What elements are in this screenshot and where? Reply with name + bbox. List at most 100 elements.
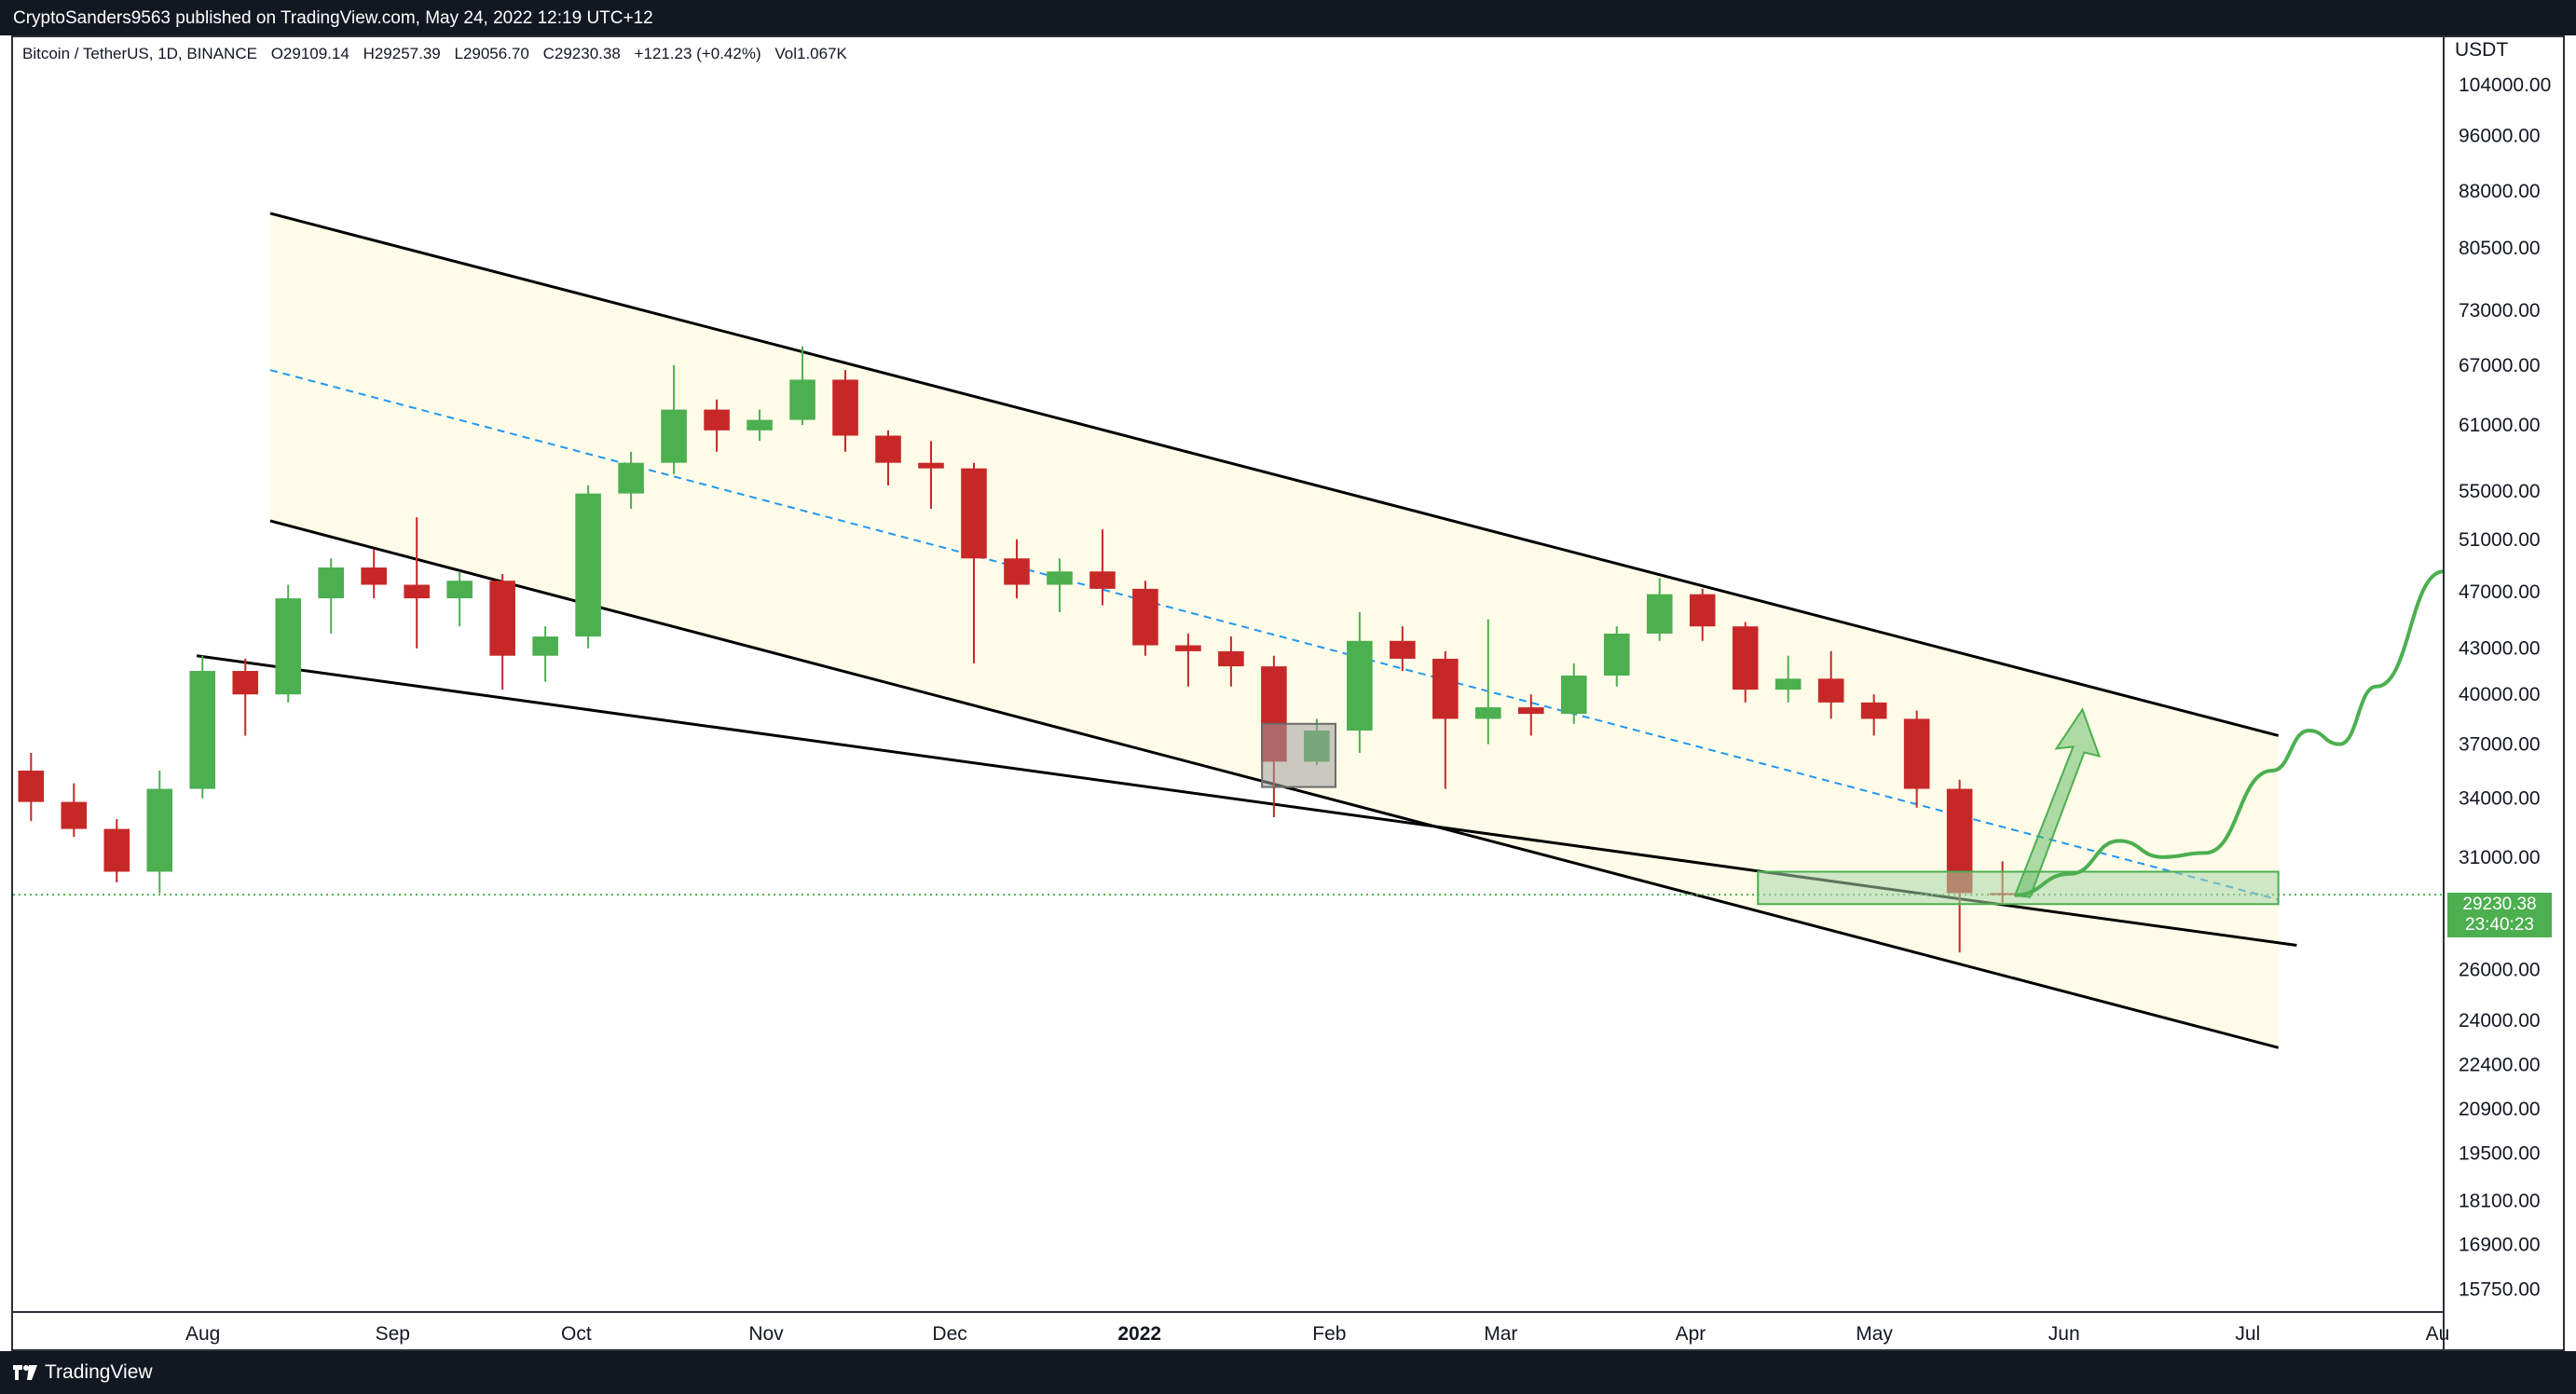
- time-tick-label: Feb: [1312, 1323, 1346, 1345]
- candle: [18, 752, 45, 822]
- candle: [532, 626, 558, 682]
- candle: [61, 783, 88, 838]
- price-tick-label: 31000.00: [2459, 847, 2541, 868]
- candle: [446, 571, 473, 627]
- candle: [1817, 650, 1844, 719]
- candle: [747, 409, 773, 442]
- candle: [1175, 633, 1201, 687]
- candle-body: [404, 584, 430, 599]
- candles-layer: [18, 346, 2016, 953]
- candle: [575, 485, 601, 649]
- candle: [1689, 588, 1716, 641]
- time-tick-label: Nov: [748, 1323, 784, 1345]
- candle-body: [618, 462, 644, 494]
- price-tick-label: 73000.00: [2459, 300, 2541, 321]
- price-tick-label: 20900.00: [2459, 1099, 2541, 1120]
- channel-upper-line: [269, 212, 2280, 737]
- candle: [361, 549, 387, 599]
- candle-body: [1432, 658, 1459, 719]
- candle-body: [1218, 650, 1244, 667]
- candle: [489, 574, 515, 690]
- candle-body: [1517, 707, 1544, 715]
- candle-body: [446, 581, 473, 599]
- candle-body: [1347, 640, 1373, 731]
- candle-body: [318, 567, 345, 599]
- high-value: H29257.39: [363, 45, 441, 62]
- candle-body: [1903, 718, 1930, 789]
- candle-body: [18, 770, 45, 802]
- candle-body: [1475, 707, 1501, 719]
- price-tick-label: 67000.00: [2459, 355, 2541, 376]
- candle: [1603, 626, 1630, 687]
- candle-body: [1132, 588, 1158, 646]
- change-value: +121.23 (+0.42%): [634, 45, 761, 62]
- time-tick-label: Sep: [376, 1323, 410, 1345]
- time-tick-label: 2022: [1117, 1323, 1161, 1345]
- candle: [1860, 694, 1887, 736]
- price-tick-label: 55000.00: [2459, 481, 2541, 502]
- candle: [318, 558, 345, 634]
- candle: [661, 364, 687, 474]
- candle: [189, 655, 216, 799]
- price-tick-label: 88000.00: [2459, 181, 2541, 202]
- candle-body: [875, 435, 901, 463]
- candle: [875, 430, 901, 485]
- price-tick-label: 37000.00: [2459, 734, 2541, 756]
- candle-body: [1860, 702, 1887, 719]
- candle: [1089, 529, 1116, 606]
- candle-body: [1047, 571, 1073, 585]
- candle-body: [103, 828, 130, 872]
- price-tick-label: 47000.00: [2459, 581, 2541, 603]
- price-tick-label: 51000.00: [2459, 529, 2541, 551]
- price-tick-label: 34000.00: [2459, 788, 2541, 810]
- candle-body: [1646, 594, 1673, 634]
- candle: [961, 462, 987, 663]
- channel-midline: [269, 369, 2279, 901]
- candle-body: [575, 493, 601, 637]
- tradingview-icon: [13, 1365, 37, 1380]
- time-tick-label: Aug: [185, 1323, 220, 1345]
- candle-body: [832, 379, 858, 436]
- axes-layer: 104000.00 96000.00 88000.00 80500.00 73000.0…: [11, 35, 2551, 1349]
- time-tick-label: Oct: [561, 1323, 592, 1345]
- candle-body: [1732, 626, 1759, 690]
- candle: [1560, 663, 1587, 724]
- candle-body: [489, 581, 515, 656]
- candle-body: [789, 379, 815, 420]
- volume-value: Vol1.067K: [774, 45, 847, 62]
- candle-body: [1817, 678, 1844, 703]
- price-tick-label: 24000.00: [2459, 1010, 2541, 1032]
- price-tick-label: 18100.00: [2459, 1190, 2541, 1211]
- symbol-name[interactable]: Bitcoin / TetherUS, 1D, BINANCE: [22, 45, 257, 62]
- candle: [232, 658, 259, 736]
- tradingview-logo[interactable]: TradingView: [13, 1361, 153, 1384]
- candle-body: [232, 671, 259, 695]
- candle: [1432, 650, 1459, 789]
- candle-body: [146, 788, 173, 872]
- candle: [789, 346, 815, 426]
- candle-body: [1004, 558, 1030, 585]
- publisher-text: CryptoSanders9563 published on TradingVi…: [13, 8, 653, 28]
- time-tick-label: Apr: [1676, 1323, 1706, 1345]
- low-value: L29056.70: [454, 45, 529, 62]
- open-value: O29109.14: [270, 45, 349, 62]
- price-tick-label: 80500.00: [2459, 238, 2541, 259]
- close-value: C29230.38: [542, 45, 621, 62]
- symbol-legend: Bitcoin / TetherUS, 1D, BINANCE O29109.1…: [22, 45, 856, 63]
- time-tick-label: Au: [2426, 1323, 2450, 1345]
- candle: [1132, 581, 1158, 656]
- tradingview-brand: TradingView: [45, 1361, 153, 1383]
- price-tick-label: 43000.00: [2459, 638, 2541, 660]
- candle-body: [1774, 678, 1802, 690]
- candle: [1517, 694, 1544, 736]
- candle-body: [1689, 594, 1716, 627]
- candle: [103, 819, 130, 882]
- footer-bar: TradingView: [0, 1351, 2576, 1394]
- price-tick-label: 19500.00: [2459, 1142, 2541, 1164]
- time-tick-label: Dec: [932, 1323, 966, 1345]
- candle: [146, 770, 173, 894]
- candle-body: [1175, 645, 1201, 651]
- candle-body: [1603, 633, 1630, 676]
- overlay-layer: [1261, 569, 2445, 906]
